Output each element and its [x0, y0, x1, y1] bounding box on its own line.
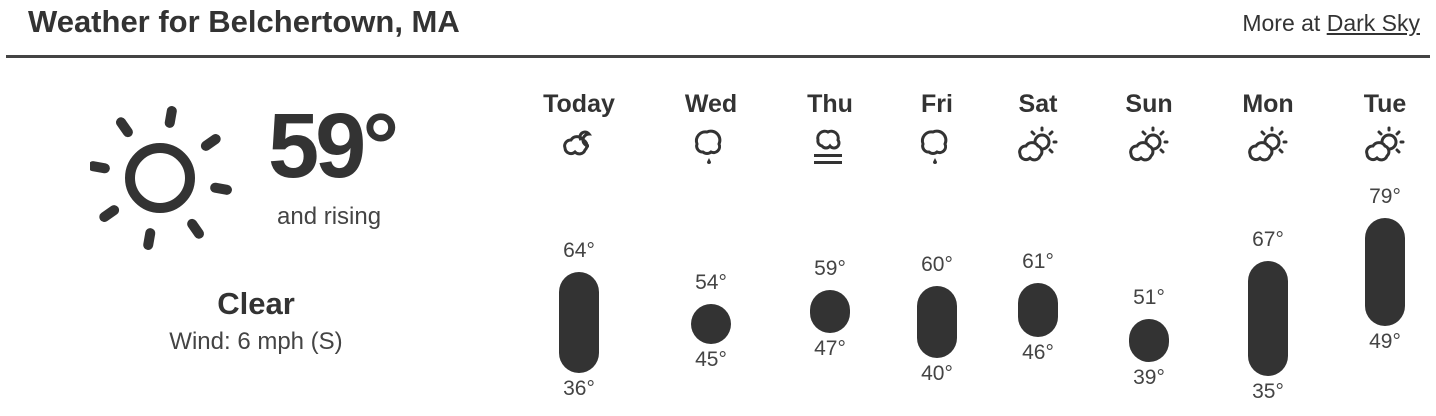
partly-cloudy-day-icon: [1018, 126, 1058, 162]
low-value: 47: [814, 337, 838, 361]
temperature-trend: and rising: [277, 203, 382, 230]
current-wind: Wind: 6 mph (S): [169, 328, 343, 355]
temperature-range-bar: [691, 304, 731, 345]
low-temp: 39°: [1133, 366, 1165, 389]
header-divider: [6, 55, 1430, 58]
low-value: 35: [1252, 380, 1276, 404]
temperature-range-bar: [1129, 318, 1169, 362]
day-name: Sat: [1018, 90, 1058, 118]
forecast-day-tue: Tue 79° 49°: [1325, 0, 1436, 416]
day-name: Tue: [1363, 90, 1407, 118]
forecast-day-sun: Sun 51° 39°: [1089, 0, 1209, 416]
low-temp: 47°: [814, 337, 846, 361]
forecast-day-sat: Sat 61° 46°: [978, 0, 1098, 416]
high-value: 64: [563, 239, 587, 262]
forecast-day-wed: Wed 54° 45°: [651, 0, 771, 416]
high-temp: 67°: [1252, 228, 1284, 252]
low-value: 36: [563, 376, 587, 400]
clear-day-icon: [90, 106, 232, 250]
high-temp: 64°: [563, 239, 595, 262]
low-temp: 46°: [1022, 340, 1054, 364]
high-value: 79: [1369, 185, 1393, 208]
high-temp: 54°: [695, 271, 727, 295]
day-name: Today: [543, 90, 615, 118]
high-temp: 59°: [814, 257, 846, 280]
current-temperature: 59°: [268, 95, 399, 197]
low-value: 40: [921, 362, 945, 386]
more-at: More at Dark Sky: [1242, 10, 1420, 37]
day-name: Fri: [921, 90, 953, 118]
forecast-day-thu: Thu 59° 47°: [770, 0, 890, 416]
temperature-range-bar: [559, 272, 599, 373]
low-value: 45: [695, 348, 719, 372]
day-name: Sun: [1125, 90, 1173, 118]
low-value: 49: [1369, 330, 1393, 353]
low-temp: 45°: [695, 348, 727, 372]
day-name: Thu: [807, 90, 853, 118]
low-value: 46: [1022, 340, 1046, 364]
dark-sky-link[interactable]: Dark Sky: [1326, 10, 1420, 36]
temperature-range-bar: [917, 286, 957, 359]
low-temp: 40°: [921, 362, 953, 386]
high-value: 67: [1252, 228, 1276, 252]
high-value: 51: [1133, 285, 1157, 309]
day-name: Mon: [1242, 90, 1294, 118]
high-temp: 79°: [1369, 185, 1401, 208]
partly-cloudy-day-icon: [1248, 126, 1288, 162]
forecast-day-today: Today 64° 36°: [519, 0, 639, 416]
temperature-range-bar: [1248, 261, 1288, 377]
low-temp: 35°: [1252, 380, 1284, 404]
low-temp: 36°: [563, 376, 595, 400]
high-temp: 51°: [1133, 285, 1165, 309]
low-value: 39: [1133, 366, 1157, 389]
high-temp: 61°: [1022, 249, 1054, 273]
more-prefix: More at: [1242, 10, 1327, 36]
high-value: 60: [921, 253, 945, 277]
temperature-range-bar: [810, 290, 850, 334]
low-temp: 49°: [1369, 330, 1401, 353]
current-summary: Clear: [217, 286, 295, 321]
page-title: Weather for Belchertown, MA: [28, 4, 460, 39]
rain-icon: [694, 129, 722, 164]
forecast-day-fri: Fri 60° 40°: [877, 0, 997, 416]
partly-cloudy-day-icon: [1365, 126, 1405, 162]
high-temp: 60°: [921, 253, 953, 277]
partly-cloudy-day-icon: [1129, 126, 1169, 162]
temperature-range-bar: [1018, 282, 1058, 337]
forecast-day-mon: Mon 67° 35°: [1208, 0, 1328, 416]
day-name: Wed: [684, 90, 738, 118]
partly-cloudy-night-icon: [563, 130, 593, 156]
rain-icon: [920, 129, 948, 164]
temperature-range-bar: [1365, 218, 1405, 326]
high-value: 61: [1022, 249, 1046, 273]
high-value: 54: [695, 271, 719, 295]
high-value: 59: [814, 257, 838, 280]
fog-icon: [814, 129, 842, 164]
